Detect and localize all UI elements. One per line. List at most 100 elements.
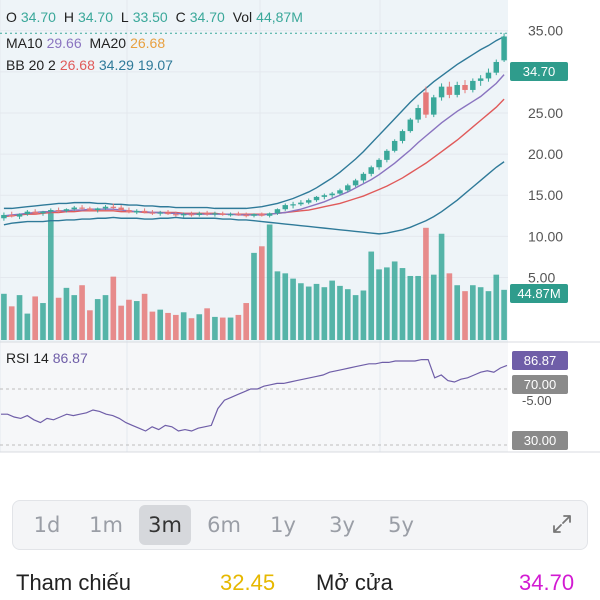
volume-bar — [266, 224, 273, 340]
candle-body — [71, 207, 77, 210]
vol-value: 44,87M — [256, 9, 303, 25]
volume-bar — [126, 299, 132, 340]
vol-label: Vol — [232, 9, 253, 25]
bb-mid-value: 26.68 — [59, 57, 95, 73]
open-label: Mở cửa — [316, 570, 393, 595]
range-1d-button[interactable]: 1d — [33, 513, 61, 537]
price-tick-label: 5.00 — [528, 269, 555, 285]
candle-body — [352, 180, 359, 186]
candle-body — [134, 210, 140, 213]
candle-body — [305, 200, 312, 203]
expand-icon[interactable] — [551, 513, 573, 535]
candle-body — [345, 185, 351, 191]
candle-body — [360, 173, 367, 181]
candle-body — [196, 213, 203, 215]
range-3m-button[interactable]: 3m — [139, 505, 191, 545]
bb-lower-value: 19.07 — [137, 57, 173, 73]
candle-body — [470, 80, 476, 90]
volume-bar — [259, 246, 265, 340]
candle-body — [1, 214, 7, 219]
volume-bar — [204, 308, 210, 340]
price-tick-label: 10.00 — [528, 228, 563, 244]
volume-bar — [290, 278, 296, 340]
volume-bar — [47, 210, 54, 340]
volume-bar — [274, 271, 281, 340]
volume-bar — [40, 303, 46, 340]
candle-body — [87, 208, 93, 211]
volume-bar — [438, 233, 445, 340]
rsi-value-tag: 86.87 — [512, 351, 568, 370]
volume-bar — [188, 318, 195, 340]
volume-bar — [157, 309, 164, 340]
volume-bar — [8, 306, 15, 340]
ma10-value: 29.66 — [46, 35, 82, 51]
range-3y-button[interactable]: 3y — [329, 513, 355, 537]
chart-canvas[interactable]: 40.0035.0030.0025.0020.0015.0010.005.00 … — [0, 0, 600, 460]
volume-bar — [329, 280, 335, 340]
volume-bar — [71, 295, 78, 340]
volume-bar — [321, 287, 328, 340]
volume-bar — [454, 285, 461, 340]
candle-body — [235, 214, 242, 216]
candle-body — [157, 212, 163, 214]
o-value: 34.70 — [20, 9, 56, 25]
range-1m-button[interactable]: 1m — [89, 513, 123, 537]
candle-body — [16, 214, 23, 217]
candle-body — [321, 195, 328, 197]
candle-body — [384, 150, 390, 160]
candle-body — [24, 211, 31, 215]
candle-body — [204, 213, 210, 215]
rsi-axis-partial-label: -5.00 — [522, 393, 552, 408]
volume-bar — [477, 287, 484, 340]
range-6m-button[interactable]: 6m — [207, 513, 241, 537]
volume-bar — [235, 314, 242, 340]
candle-body — [102, 206, 109, 209]
rsi-line — [1, 359, 508, 432]
volume-bar — [227, 317, 234, 340]
range-5y-button[interactable]: 5y — [388, 513, 414, 537]
candle-body — [141, 210, 148, 213]
c-value: 34.70 — [189, 9, 225, 25]
range-1y-button[interactable]: 1y — [270, 513, 296, 537]
current-price-tag: 34.70 — [510, 62, 568, 81]
candle-body — [313, 196, 320, 201]
candle-body — [431, 97, 437, 115]
candle-body — [63, 209, 70, 211]
ohlc-line: O 34.70 H 34.70 L 33.50 C 34.70 Vol 44,87M — [6, 9, 307, 25]
bb-lower-line — [3, 161, 505, 235]
volume-bar — [32, 296, 38, 340]
volume-bar — [337, 285, 343, 340]
volume-bar — [493, 274, 500, 340]
c-label: C — [175, 9, 186, 25]
reference-label: Tham chiếu — [16, 570, 131, 595]
candle-body — [329, 193, 335, 196]
volume-bar — [180, 312, 187, 340]
rsi-value: 86.87 — [52, 350, 88, 366]
volume-bar — [462, 291, 468, 340]
candle-body — [126, 210, 132, 213]
rsi-70-tag: 70.00 — [512, 375, 568, 394]
volume-bar — [391, 261, 398, 340]
volume-bar — [55, 297, 62, 340]
ma20-label: MA20 — [89, 35, 127, 51]
volume-bar — [423, 227, 429, 340]
candle-body — [493, 61, 500, 73]
volume-bar — [16, 295, 23, 340]
volume-bar — [501, 289, 507, 340]
candle-body — [399, 131, 406, 141]
volume-bar — [485, 291, 492, 340]
ma10-label: MA10 — [6, 35, 43, 51]
volume-bar — [344, 289, 351, 340]
candle-body — [282, 205, 288, 210]
candle-body — [220, 213, 226, 215]
candle-body — [8, 214, 15, 217]
price-tick-label: 20.00 — [528, 146, 563, 162]
volume-bar — [298, 283, 304, 340]
price-tick-label: 35.00 — [528, 23, 563, 39]
ma-line: MA10 29.66 MA20 26.68 — [6, 35, 169, 51]
volume-bar — [141, 293, 148, 340]
volume-bar — [243, 303, 249, 340]
bb-upper-line — [3, 35, 505, 210]
candle-body — [454, 85, 460, 95]
